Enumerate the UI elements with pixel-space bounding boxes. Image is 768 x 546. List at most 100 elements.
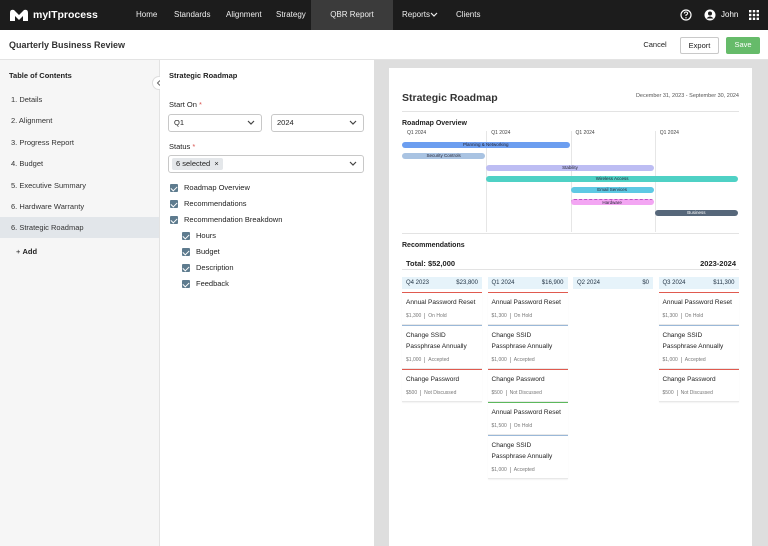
quarter-select[interactable]: Q1 [168,114,262,132]
checkbox[interactable]: Recommendation Breakdown [170,215,282,225]
toc-item[interactable]: 6. Strategic Roadmap [0,217,159,239]
quarter-column: Q3 2024 $11,300 Annual Password Reset $1,30… [658,277,739,402]
nav-item-active[interactable]: QBR Report Builder [311,0,393,49]
recommendation-card[interactable]: Change SSID Passphrase Annually $1,000 Acc… [487,325,568,369]
recommendation-card[interactable]: Annual Password Reset $1,500 On Hold [487,402,568,435]
logo-icon [10,9,28,21]
card-cost: $1,300 [491,313,507,319]
card-title: Change SSID Passphrase Annually [491,332,553,350]
help-icon[interactable] [680,9,692,21]
card-title: Change Password [406,376,460,383]
report-preview: Strategic Roadmap December 31, 2023 - Se… [374,60,768,546]
card-title: Change Password [491,376,545,383]
top-nav: myITprocess Home Standards Alignment Str… [0,0,768,49]
status-chip[interactable]: 6 selected × [172,158,223,170]
recommendations-title: Recommendations [402,242,465,249]
recommendation-card[interactable]: Change Password $500 Not Discussed [487,369,568,402]
toc-item[interactable]: 6. Hardware Warranty [11,202,85,211]
card-status: Not Discussed [505,390,542,396]
recommendation-card[interactable]: Change Password $500 Not Discussed [658,369,739,402]
total: Total: $52,000 [406,259,456,268]
card-meta: $1,300 On Hold [663,313,735,319]
card-status: Accepted [509,467,535,473]
card-title: Annual Password Reset [491,299,561,306]
add-label[interactable]: Add [22,247,38,256]
column-header: Q3 2024 $11,300 [658,277,739,289]
toc-item[interactable]: 3. Progress Report [11,137,74,147]
column-header: Q4 2023 $23,800 [402,277,482,289]
gantt-bar: Wireless Access [486,175,738,182]
card-cost: $1,500 [491,423,507,429]
year-select[interactable]: 2024 [271,114,364,132]
period: 2023-2024 [700,259,736,268]
quarter-label: Q1 2024 [491,130,511,136]
recommendation-card[interactable]: Annual Password Reset $1,300 On Hold [402,292,482,325]
toc-title: Table of Contents [9,71,72,80]
header-title: Quarterly Business Review [9,40,126,50]
card-meta: $1,000 Accepted [492,357,564,363]
user-name[interactable]: John [721,10,739,19]
card-meta: $500 Not Discussed [663,390,735,396]
cancel-button[interactable]: Cancel [643,40,667,49]
nav-item[interactable]: Standards [174,10,211,19]
gantt-bar: Email Services [570,187,654,194]
add-section[interactable]: + Add [16,247,37,256]
select-value: Q1 [174,118,185,127]
required-mark: * [199,100,202,109]
card-title: Annual Password Reset [491,409,561,416]
label-text: Start On [169,100,197,109]
gantt-bar: Security Controls [402,153,486,160]
card-status: Accepted [680,357,706,363]
column-total: $11,300 [713,280,735,286]
section-editor: Strategic Roadmap Start On * Q1 2024 Sta… [160,60,374,546]
nav-item[interactable]: Clients [456,10,481,19]
column-quarter: Q4 2023 [406,280,430,286]
status-multiselect[interactable]: 6 selected × [168,155,364,173]
recommendation-card[interactable]: Change SSID Passphrase Annually $1,000 Acc… [402,325,482,369]
card-title: Annual Password Reset [406,299,476,306]
recommendation-card[interactable]: Annual Password Reset $1,300 On Hold [487,292,568,325]
header-bar: Quarterly Business Review Cancel Export … [0,30,768,60]
toc-item[interactable]: 4. Budget [11,159,44,169]
export-button[interactable]: Export [680,37,719,54]
card-title: Annual Password Reset [662,299,732,306]
checkbox[interactable]: Recommendations [170,199,247,209]
checkbox[interactable]: Description [182,263,234,273]
nav-item[interactable]: Reports [402,10,431,19]
divider [402,111,739,112]
editor-title: Strategic Roadmap [169,71,238,80]
toc-item[interactable]: 1. Details [11,95,43,104]
gantt-bar: Stability [486,164,654,171]
card-meta: $500 Not Discussed [492,390,564,396]
checkbox[interactable]: Roadmap Overview [170,183,250,193]
card-cost: $500 [491,390,503,396]
save-button[interactable]: Save [726,37,760,54]
card-title: Change Password [662,376,716,383]
select-value: 2024 [277,118,294,127]
toc-item[interactable]: 5. Executive Summary [11,180,87,190]
card-meta: $1,000 Accepted [663,357,735,363]
toc-item[interactable]: 2. Alignment [11,116,53,126]
nav-item[interactable]: Strategy [276,10,306,19]
chevron [349,120,357,125]
preview-page: Strategic Roadmap December 31, 2023 - Se… [389,68,752,546]
recommendation-board: Q4 2023 $23,800 Annual Password Reset $1,30… [402,277,739,537]
recommendation-card[interactable]: Change Password $500 Not Discussed [402,369,482,402]
card-cost: $1,000 [662,357,678,363]
recommendation-card[interactable]: Change SSID Passphrase Annually $1,000 Acc… [487,435,568,479]
card-cost: $1,300 [662,313,678,319]
apps-icon[interactable] [749,10,759,20]
column-total: $16,900 [541,280,564,286]
column-quarter: Q1 2024 [491,280,515,286]
checkbox[interactable]: Budget [182,247,220,257]
logo-text: myITprocess [33,9,98,21]
checkbox[interactable]: Hours [182,231,216,241]
recommendation-card[interactable]: Annual Password Reset $1,300 On Hold [658,292,739,325]
nav-item[interactable]: Alignment [226,10,262,19]
nav-item[interactable]: Home [136,10,158,19]
checkbox[interactable]: Feedback [182,279,229,289]
card-meta: $1,500 On Hold [492,423,564,429]
user-icon[interactable] [704,9,716,21]
recommendation-card[interactable]: Change SSID Passphrase Annually $1,000 Acc… [658,325,739,369]
